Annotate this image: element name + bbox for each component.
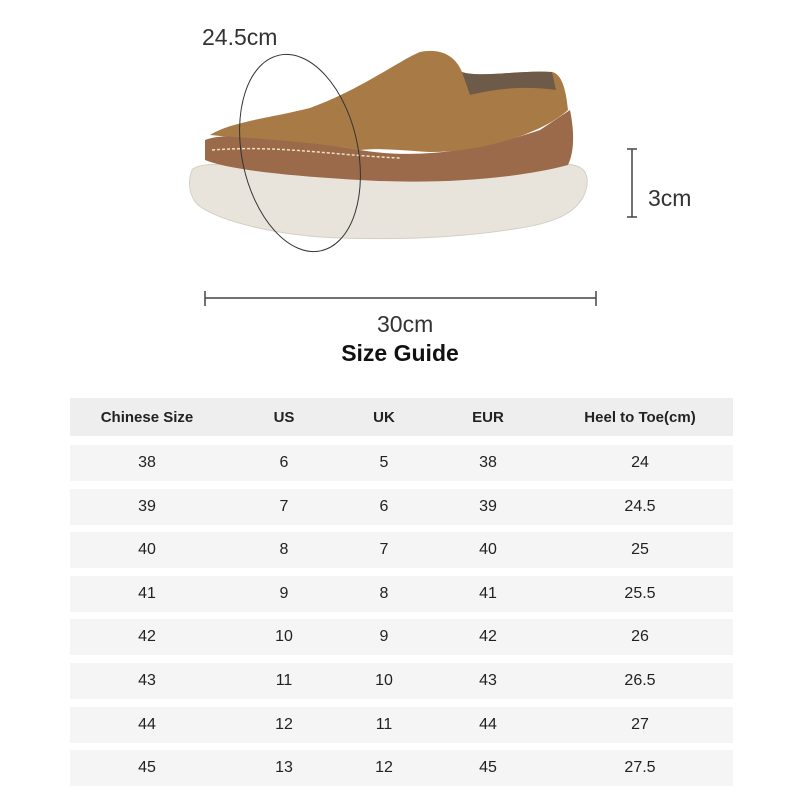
- page-title: Size Guide: [341, 340, 459, 366]
- cell-eur: 38: [479, 454, 497, 471]
- cell-us: 12: [275, 715, 293, 733]
- circumference-ellipse: [239, 53, 361, 253]
- header-heel-to-toe: Heel to Toe(cm): [584, 408, 696, 426]
- cell-eur: 40: [479, 541, 497, 559]
- cell-uk: 8: [379, 584, 389, 602]
- table-row: 40 8 7 40 25: [70, 532, 733, 569]
- cell-uk: 10: [375, 672, 393, 689]
- shoe-mesh: [205, 110, 574, 182]
- heel-height-label: 3cm: [648, 185, 692, 211]
- cell-uk: 6: [379, 497, 389, 515]
- cell-chinese-size: 38: [138, 454, 156, 471]
- cell-eur: 45: [479, 759, 497, 777]
- cell-eur: 44: [479, 715, 497, 733]
- table-row: 44 12 11 44 27: [70, 706, 733, 743]
- table-header: Chinese Size US UK EUR Heel to Toe(cm): [70, 398, 733, 436]
- cell-heel-to-toe: 26.5: [624, 672, 656, 689]
- cell-chinese-size: 43: [138, 672, 156, 689]
- cell-uk: 11: [375, 715, 393, 733]
- length-label: 30cm: [377, 311, 434, 337]
- cell-chinese-size: 45: [138, 759, 156, 777]
- cell-uk: 5: [379, 454, 389, 471]
- cell-eur: 42: [479, 628, 497, 646]
- cell-us: 7: [279, 497, 289, 515]
- cell-us: 8: [279, 541, 289, 559]
- shoe-upper: [210, 50, 568, 153]
- table-row: 43 11 10 43 26.5: [70, 663, 733, 699]
- header-us: US: [273, 408, 295, 426]
- shoe-illustration: [189, 50, 637, 306]
- cell-chinese-size: 42: [138, 628, 156, 646]
- cell-heel-to-toe: 27.5: [624, 759, 656, 777]
- table-row: 45 13 12 45 27.5: [70, 750, 733, 787]
- cell-heel-to-toe: 25.5: [624, 584, 656, 602]
- cell-eur: 41: [479, 584, 497, 602]
- cell-chinese-size: 40: [138, 541, 156, 559]
- cell-chinese-size: 44: [138, 715, 156, 733]
- cell-heel-to-toe: 24: [631, 454, 649, 471]
- table-row: 41 9 8 41 25.5: [70, 575, 733, 612]
- table-row: 38 6 5 38 24: [70, 445, 733, 481]
- cell-us: 6: [279, 454, 289, 471]
- table-row: 42 10 9 42 26: [70, 619, 733, 656]
- cell-eur: 39: [479, 497, 497, 515]
- header-eur: EUR: [472, 408, 504, 426]
- cell-chinese-size: 41: [138, 584, 156, 602]
- heel-height-marker: [627, 148, 637, 218]
- cell-heel-to-toe: 24.5: [624, 497, 656, 515]
- circumference-label: 24.5cm: [202, 24, 278, 50]
- cell-uk: 12: [375, 759, 393, 777]
- header-chinese-size: Chinese Size: [100, 408, 194, 426]
- cell-uk: 9: [379, 628, 389, 646]
- cell-heel-to-toe: 27: [631, 715, 649, 733]
- cell-heel-to-toe: 26: [631, 628, 649, 646]
- cell-heel-to-toe: 25: [631, 541, 649, 559]
- cell-eur: 43: [479, 672, 497, 689]
- header-uk: UK: [373, 408, 395, 426]
- cell-us: 13: [275, 759, 293, 777]
- table-row: 39 7 6 39 24.5: [70, 488, 733, 525]
- cell-us: 9: [279, 584, 289, 602]
- cell-us: 10: [275, 628, 293, 646]
- length-marker: [204, 291, 597, 306]
- cell-uk: 7: [379, 541, 389, 559]
- cell-us: 11: [275, 672, 293, 689]
- cell-chinese-size: 39: [138, 497, 156, 515]
